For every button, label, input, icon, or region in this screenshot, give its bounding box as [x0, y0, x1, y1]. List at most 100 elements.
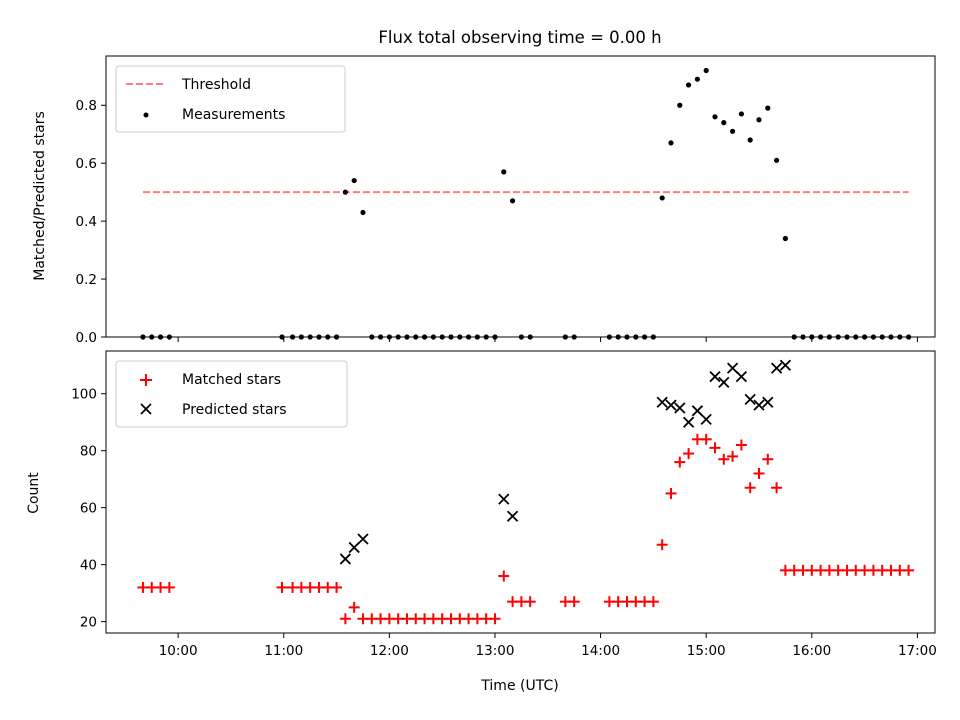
- ratio-y-tick-label: 0.4: [76, 214, 97, 230]
- predicted-stars-point: [357, 533, 369, 545]
- measurements-point: [765, 105, 771, 111]
- ratio-ticks: 0.0 0.2 0.4 0.6 0.8: [76, 98, 918, 346]
- predicted-stars-point: [506, 510, 519, 522]
- counts-y-tick-label: 40: [80, 558, 97, 574]
- ratio-y-tick-label: 0.8: [76, 98, 97, 114]
- measurements-point: [360, 209, 366, 216]
- measurements-point: [721, 120, 727, 126]
- panel-ratio: Flux total observing time = 0.00 h 0.00.…: [32, 28, 936, 346]
- predicted-stars-point: [348, 541, 360, 554]
- measurements-point: [677, 102, 683, 108]
- matched-stars-point: [489, 613, 501, 625]
- x-tick-label: 13:00: [476, 643, 515, 659]
- counts-y-axis-label: Count: [26, 472, 42, 514]
- x-tick-label: 17:00: [898, 643, 937, 659]
- counts-legend: Matched stars Predicted stars: [115, 360, 348, 428]
- legend-matched-label: Matched stars: [182, 372, 281, 388]
- counts-y-tick-label: 20: [80, 615, 97, 631]
- x-tick-label: 15:00: [687, 643, 726, 659]
- predicted-stars-point: [709, 370, 721, 383]
- matched-stars-point: [700, 433, 712, 445]
- matched-stars-point: [348, 601, 360, 613]
- predicted-stars-point: [735, 370, 748, 383]
- matched-stars-point: [674, 456, 686, 468]
- ratio-y-axis-label: Matched/Predicted stars: [32, 111, 48, 281]
- matched-stars-point: [656, 539, 668, 551]
- legend-threshold-label: Threshold: [181, 77, 251, 93]
- ratio-y-tick-label: 0.0: [76, 330, 97, 346]
- ratio-y-tick-label: 0.6: [76, 156, 97, 172]
- matched-stars-point: [753, 467, 765, 479]
- matched-stars-point: [163, 581, 175, 593]
- counts-axes-frame: [105, 350, 936, 634]
- x-tick-label: 14:00: [581, 643, 620, 659]
- matched-stars-point: [498, 570, 510, 582]
- counts-y-tick-label: 60: [80, 501, 97, 517]
- measurements-point: [756, 117, 762, 123]
- matched-stars-point: [647, 596, 659, 608]
- counts-y-tick-label: 80: [80, 444, 97, 460]
- ratio-legend-box: [115, 65, 346, 133]
- x-tick-label: 11:00: [264, 643, 303, 659]
- x-tick-label: 12:00: [370, 643, 409, 659]
- predicted-stars-point: [753, 399, 765, 411]
- predicted-stars-point: [744, 393, 756, 406]
- counts-ticks: 10:00 11:00 12:00 13:00 14:00 15:00 16:00 17:00…: [71, 387, 937, 659]
- predicted-stars-point: [779, 359, 792, 371]
- measurements-point: [685, 82, 692, 88]
- predicted-stars-point: [700, 413, 712, 426]
- predicted-stars-point: [656, 396, 668, 408]
- chart-title: Flux total observing time = 0.00 h: [378, 28, 661, 47]
- measurements-point: [773, 157, 780, 163]
- matched-stars-point: [683, 448, 695, 460]
- counts-y-tick-label: 100: [71, 387, 97, 403]
- measurements-point: [501, 169, 507, 175]
- measurements-point: [703, 67, 709, 74]
- matched-stars-point: [762, 453, 774, 465]
- predicted-stars-point: [770, 362, 783, 374]
- counts-legend-box: [115, 360, 348, 428]
- measurements-point: [659, 195, 665, 201]
- matched-stars-point: [903, 564, 915, 576]
- legend-matched-swatch: [140, 374, 152, 386]
- ratio-y-tick-label: 0.2: [76, 272, 97, 288]
- matched-stars-point: [665, 487, 677, 499]
- legend-measurements-swatch: [143, 112, 149, 118]
- legend-predicted-label: Predicted stars: [182, 402, 287, 418]
- measurements-point: [782, 235, 788, 242]
- predicted-stars-point: [718, 376, 730, 388]
- predicted-stars-point: [665, 399, 677, 411]
- x-axis-label: Time (UTC): [480, 678, 558, 694]
- predicted-stars-point: [691, 405, 704, 417]
- measurements-point: [712, 114, 718, 120]
- counts-plot-area: [137, 359, 915, 625]
- measurements-point: [509, 198, 516, 204]
- measurements-point: [342, 189, 348, 195]
- matched-stars-point: [727, 450, 739, 462]
- predicted-stars-point: [726, 362, 739, 374]
- matched-stars-point: [568, 596, 580, 608]
- matched-stars-point: [339, 613, 351, 625]
- ratio-axes-frame: [105, 55, 936, 338]
- panel-counts: 10:00 11:00 12:00 13:00 14:00 15:00 16:00 17:00…: [26, 350, 937, 694]
- matched-stars-point: [771, 482, 783, 494]
- x-tick-label: 10:00: [159, 643, 198, 659]
- measurements-point: [694, 76, 700, 82]
- predicted-stars-point: [762, 396, 774, 408]
- predicted-stars-point: [339, 553, 352, 565]
- matched-stars-point: [331, 581, 343, 593]
- matched-stars-point: [744, 482, 756, 494]
- measurements-point: [729, 128, 736, 134]
- matched-stars-point: [276, 581, 288, 593]
- measurements-point: [738, 111, 744, 117]
- matched-stars-point: [524, 596, 536, 608]
- measurements-point: [668, 140, 674, 146]
- x-tick-label: 16:00: [792, 643, 831, 659]
- measurements-point: [351, 177, 357, 184]
- legend-predicted-swatch: [140, 403, 152, 415]
- predicted-stars-point: [682, 416, 695, 428]
- ratio-legend: Threshold Measurements: [115, 65, 346, 133]
- measurements-point: [747, 137, 753, 143]
- predicted-stars-point: [674, 402, 686, 414]
